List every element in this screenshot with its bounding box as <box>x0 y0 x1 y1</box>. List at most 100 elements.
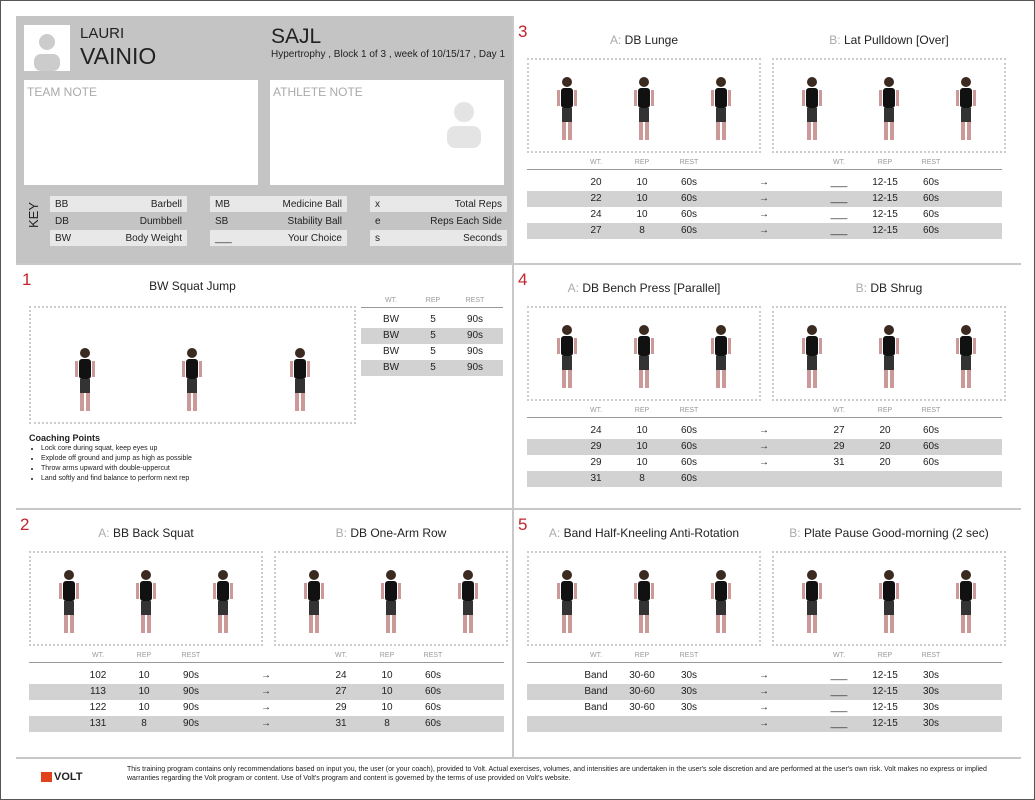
exercise-figure-icon <box>633 325 654 388</box>
coaching-title: Coaching Points <box>29 433 101 443</box>
exercise-figure-icon <box>457 570 478 633</box>
table-cell: 90s <box>466 314 484 325</box>
table-cell: 31 <box>590 473 602 484</box>
table-row: Band 30-60 30s → ___ 12-15 30s <box>527 700 1002 716</box>
table-cell: 12-15 <box>872 702 898 713</box>
table-cell: 60s <box>680 225 698 236</box>
column-header: REP <box>877 159 893 166</box>
arrow-icon: → <box>759 425 769 436</box>
table-cell: 30s <box>922 718 940 729</box>
table-cell: 12-15 <box>872 686 898 697</box>
table-row: → ___ 12-15 30s <box>527 716 1002 732</box>
disclaimer: This training program contains only reco… <box>127 766 987 782</box>
exercise-image-a <box>29 551 263 646</box>
athlete-note-label: ATHLETE NOTE <box>273 85 363 99</box>
section-number: 1 <box>22 270 32 289</box>
key-item: MB Medicine Ball <box>210 196 347 212</box>
exercise-figure-icon <box>557 77 578 140</box>
exercise-image-b <box>772 551 1006 646</box>
exercise-figure-icon <box>802 325 823 388</box>
table-cell: 20 <box>879 441 891 452</box>
table-cell: 27 <box>833 425 845 436</box>
athlete-header: LAURI VAINIO SAJL Hypertrophy , Block 1 … <box>16 16 512 264</box>
superset-prefix: B: <box>855 281 867 295</box>
team-note[interactable]: TEAM NOTE <box>24 80 258 185</box>
key-meaning: Reps Each Side <box>430 215 502 227</box>
arrow-icon: → <box>759 457 769 468</box>
arrow-icon: → <box>261 670 271 681</box>
table-cell: 10 <box>381 702 393 713</box>
table-cell: 131 <box>89 718 107 729</box>
table-cell: 20 <box>879 457 891 468</box>
exercise-name-b: B: Plate Pause Good-morning (2 sec) <box>772 526 1006 540</box>
section-number: 5 <box>518 515 528 534</box>
table-cell: 60s <box>680 441 698 452</box>
exercise-name-a: A: DB Bench Press [Parallel] <box>527 281 761 295</box>
table-cell: 60s <box>424 718 442 729</box>
table-cell: 29 <box>590 457 602 468</box>
exercise-section-3: 3 A: DB Lunge B: Lat Pulldown [Over] WT. REP… <box>514 16 1010 260</box>
table-cell: 90s <box>466 330 484 341</box>
arrow-icon: → <box>759 177 769 188</box>
table-cell: 24 <box>590 425 602 436</box>
exercise-figure-icon <box>74 348 95 411</box>
exercise-image-b <box>772 58 1006 153</box>
column-header: WT. <box>832 407 846 414</box>
table-cell: 60s <box>922 193 940 204</box>
exercise-figure-icon <box>955 570 976 633</box>
exercise-figure-icon <box>557 570 578 633</box>
exercise-figure-icon <box>182 348 203 411</box>
table-cell: 5 <box>430 330 436 341</box>
table-cell: 90s <box>182 702 200 713</box>
column-header: WT. <box>832 652 846 659</box>
exercise-section-4: 4 A: DB Bench Press [Parallel] B: DB Shrug… <box>514 264 1010 508</box>
table-cell: 60s <box>680 177 698 188</box>
arrow-icon: → <box>759 193 769 204</box>
table-cell: 30s <box>680 670 698 681</box>
superset-prefix: A: <box>98 526 110 540</box>
key-meaning: Dumbbell <box>139 215 182 227</box>
table-row: BW 5 90s <box>361 360 503 376</box>
table-row: 24 10 60s → 27 20 60s <box>527 423 1002 439</box>
athlete-note[interactable]: ATHLETE NOTE <box>270 80 504 185</box>
key-abbr: MB <box>215 198 230 210</box>
table-row: 27 8 60s → ___ 12-15 60s <box>527 223 1002 239</box>
superset-prefix: B: <box>335 526 347 540</box>
table-cell: 8 <box>384 718 390 729</box>
table-cell: 8 <box>639 225 645 236</box>
column-header: WT. <box>589 652 603 659</box>
table-row: 131 8 90s → 31 8 60s <box>29 716 504 732</box>
table-cell: 29 <box>833 441 845 452</box>
table-cell: 30s <box>922 686 940 697</box>
table-cell: 90s <box>182 670 200 681</box>
table-cell: 30-60 <box>629 686 655 697</box>
table-cell: 60s <box>680 193 698 204</box>
exercise-figure-icon <box>878 325 899 388</box>
table-rule <box>527 662 1002 663</box>
divider <box>16 757 1021 759</box>
key-abbr: BW <box>55 232 72 244</box>
column-header: REST <box>921 652 941 659</box>
arrow-icon: → <box>759 670 769 681</box>
arrow-icon: → <box>261 718 271 729</box>
exercise-figure-icon <box>878 570 899 633</box>
column-header: REP <box>379 652 395 659</box>
table-cell: 29 <box>590 441 602 452</box>
exercise-figure-icon <box>710 325 731 388</box>
table-cell: 60s <box>922 177 940 188</box>
table-cell: 60s <box>922 457 940 468</box>
column-header: REST <box>465 297 485 304</box>
column-header: REST <box>423 652 443 659</box>
key-meaning: Medicine Ball <box>282 198 342 210</box>
table-cell: 30-60 <box>629 702 655 713</box>
table-row: Band 30-60 30s → ___ 12-15 30s <box>527 684 1002 700</box>
column-header: WT. <box>334 652 348 659</box>
column-header: WT. <box>832 159 846 166</box>
table-cell: BW <box>382 362 400 373</box>
table-cell: 90s <box>466 346 484 357</box>
superset-prefix: B: <box>829 33 841 47</box>
exercise-figure-icon <box>380 570 401 633</box>
table-cell: 10 <box>138 686 150 697</box>
coaching-point: Throw arms upward with double-uppercut <box>41 464 192 474</box>
